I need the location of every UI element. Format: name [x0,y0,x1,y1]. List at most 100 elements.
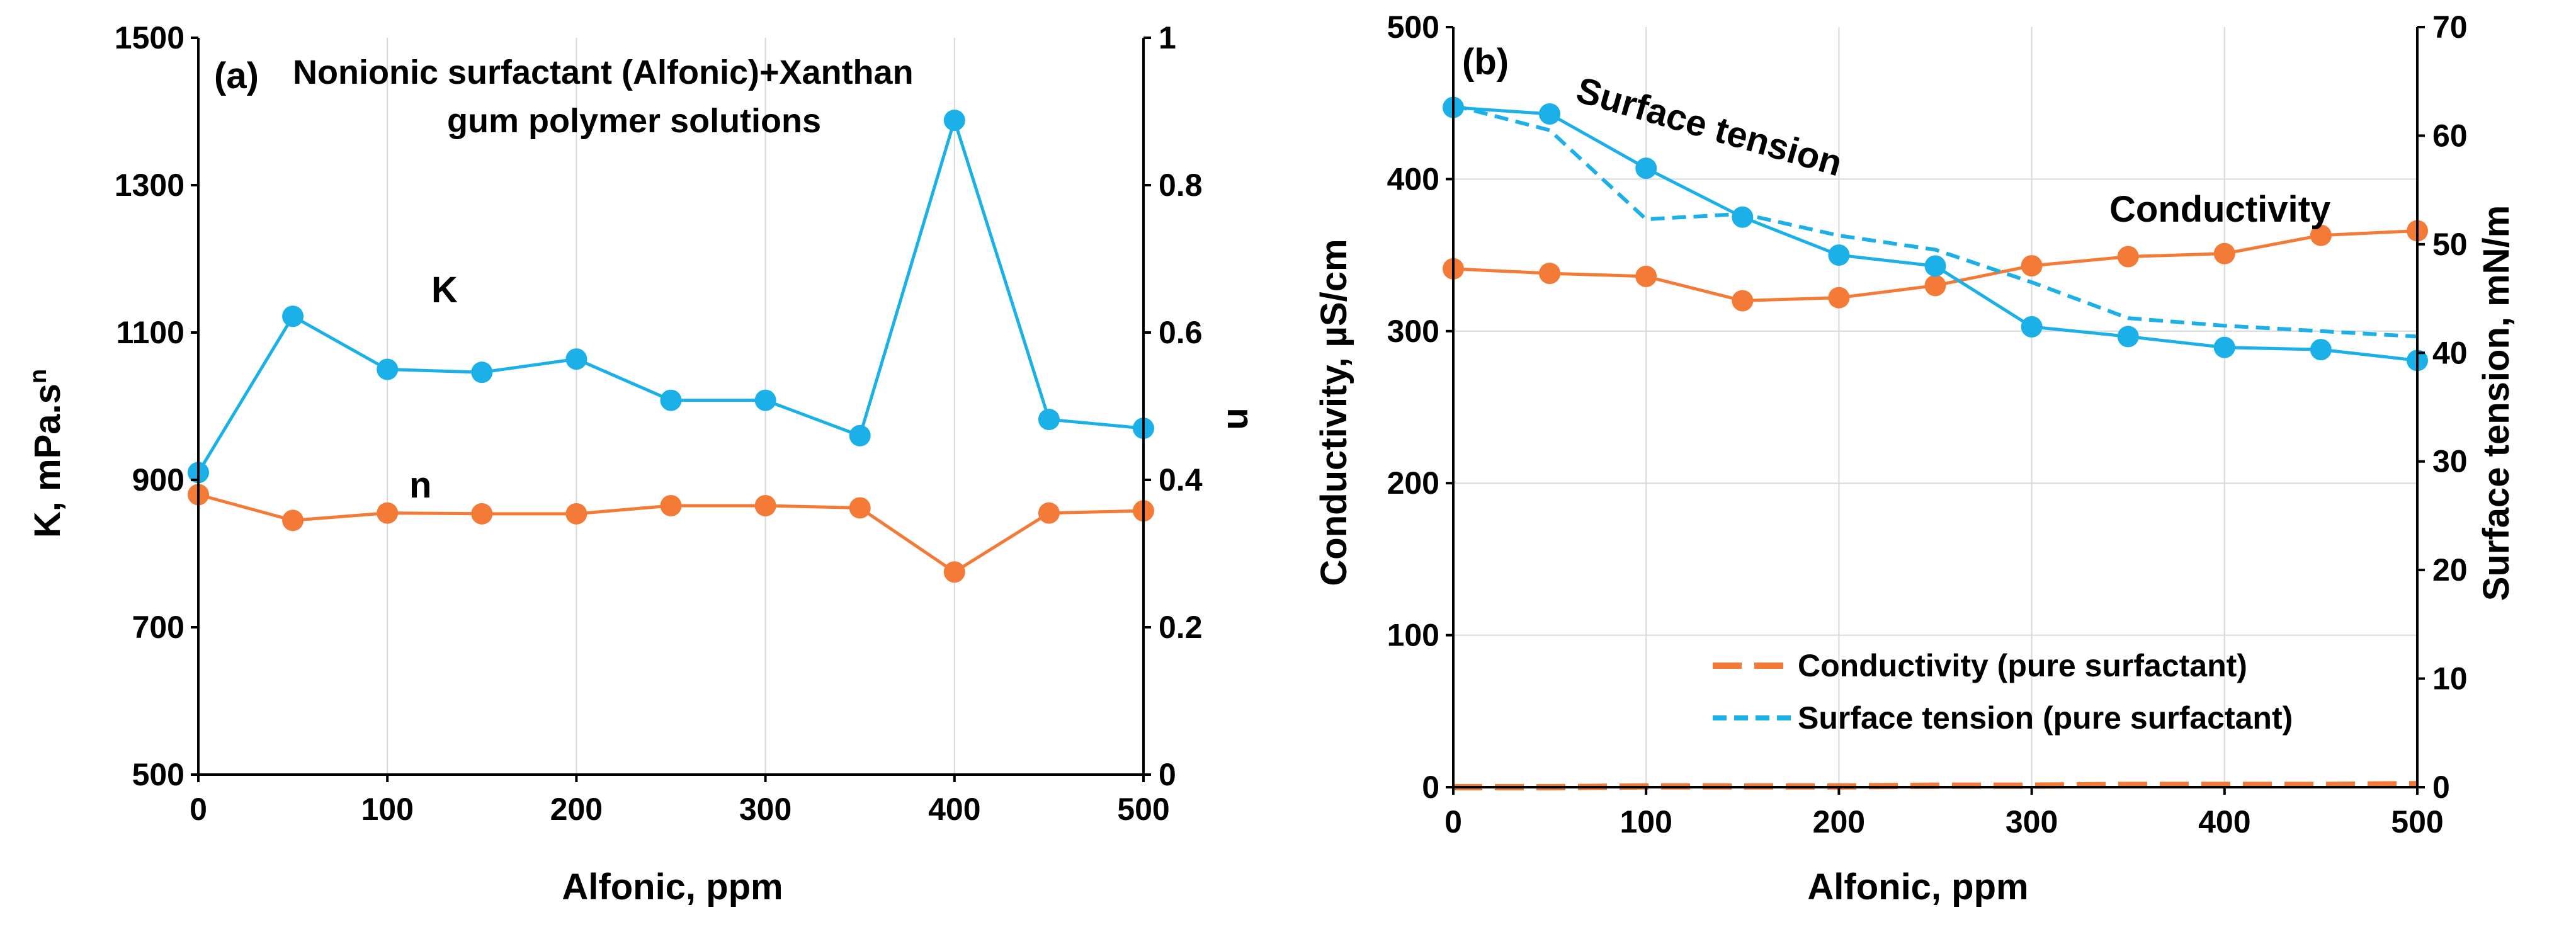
panel-a-right-axis-label: n [1220,407,1261,429]
panel-b-left-tick-label: 100 [1387,618,1439,653]
panel-a-series-n-point [282,509,304,532]
chart-panel-a: 0 100 200 300 400 500 500 700 900 1100 1300 1500 0 0.… [25,20,1261,907]
panel-b-left-tick-label: 200 [1387,465,1439,501]
panel-a-series-n-point [660,494,682,516]
panel-a-series-n-point [754,494,776,516]
panel-a-left-tick-label: 1100 [116,315,184,350]
panel-b-right-tick-label: 10 [2432,661,2468,697]
panel-b-right-axis-label: Surface tension, mN/m [2476,205,2517,601]
panel-a-series-n-point [471,503,493,525]
panel-b-series-surface-tension-point [1732,206,1754,228]
panel-b-series-surface-tension-point [2213,336,2235,358]
panel-a-annotation-k: K [431,270,458,310]
panel-a-right-tick-label: 0.6 [1159,315,1203,350]
panel-a-series [188,110,1154,583]
panel-a-right-tick-label: 1 [1159,20,1176,55]
panel-a-series-k-point [377,358,399,380]
legend-label-conductivity-pure: Conductivity (pure surfactant) [1798,648,2247,683]
panel-b-x-tick-label: 300 [2006,804,2058,839]
panel-a-series-n-point [377,502,399,524]
panel-b-series-surface-tension-line [1453,106,2418,362]
panel-a-x-tick-label: 500 [1117,792,1169,827]
panel-b-right-tick-label: 0 [2432,770,2450,805]
panel-a-title-line-1: Nonionic surfactant (Alfonic)+Xanthan [293,54,914,91]
panel-b-gridlines [1453,27,2417,787]
panel-b-left-tick-label: 0 [1422,770,1439,805]
panel-b-x-tick-label: 100 [1620,804,1672,839]
panel-b-annotation-surface-tension: Surface tension [1572,69,1846,184]
panel-a-series-k-point [1038,409,1060,431]
panel-b-series-surface-tension-point [2021,316,2043,338]
panel-a-series-k-point [754,389,776,411]
panel-a-series-n-point [1038,502,1060,524]
panel-a-series-k-line [196,115,1144,474]
panel-a-left-axis-label-sup: n [25,369,52,384]
panel-a-series-n-point [565,503,587,525]
panel-a-series-k-point [471,361,493,384]
panel-a-x-axis-label: Alfonic, ppm [562,867,783,907]
panel-a-series-n-point [849,497,871,519]
panel-b-label: (b) [1462,42,1509,82]
panel-b-x-tick-label: 500 [2391,804,2443,839]
panel-b-x-tick-label: 200 [1813,804,1865,839]
panel-b-legend: Conductivity (pure surfactant) Surface t… [1713,648,2293,736]
panel-a-series-k-point [660,389,682,411]
panel-a-series-n-point [943,561,965,583]
panel-b-series-surface-tension-point [1635,157,1657,179]
panel-b-series-conductivity-point [2213,242,2235,264]
panel-a-right-tick-label: 0 [1159,757,1176,792]
panel-a-x-tick-label: 100 [361,792,413,827]
panel-b-series-conductivity-point [1828,287,1850,309]
panel-a-label: (a) [214,55,259,96]
panel-b-right-tick-label: 40 [2432,335,2468,370]
panel-a-left-tick-label: 900 [132,462,184,498]
panel-b-series-conductivity-pure-surfactant-line [1453,781,2418,790]
panel-b-right-tick-label: 20 [2432,552,2468,588]
panel-b-series-conductivity-point [2310,224,2332,246]
panel-b-series-conductivity-point [1732,290,1754,312]
panel-b-series-conductivity-point [2021,254,2043,276]
panel-a-left-tick-label: 700 [132,610,184,645]
panel-b-series-conductivity-point [1635,265,1657,287]
panel-b-series [1443,96,2428,790]
panel-b-left-tick-label: 300 [1387,314,1439,349]
panel-a-annotation-n: n [409,465,431,506]
panel-a-axes: 0 100 200 300 400 500 500 700 900 1100 1300 1500 0 0.… [115,20,1203,827]
panel-a-right-tick-label: 0.8 [1159,168,1203,203]
panel-b-x-tick-label: 0 [1444,804,1462,839]
panel-b-series-surface-tension-pure-surfactant-line [1453,103,2418,339]
panel-b-series-surface-tension-point [1924,255,1946,277]
panel-a-right-tick-label: 0.4 [1159,462,1203,498]
panel-b-right-tick-label: 50 [2432,227,2468,262]
panel-a-series-k-point [849,424,871,446]
panel-a-left-axis-label: K, mPa.sn [25,369,68,538]
panel-b-series-surface-tension-point [1539,103,1561,125]
legend-label-surface-tension-pure: Surface tension (pure surfactant) [1798,700,2293,736]
panel-a-right-tick-label: 0.2 [1159,610,1203,645]
panel-b-annotation-conductivity: Conductivity [2109,189,2330,230]
panel-b-left-tick-label: 400 [1387,161,1439,196]
panel-b-right-tick-label: 60 [2432,118,2468,153]
panel-a-x-tick-label: 300 [739,792,792,827]
panel-b-left-tick-label: 500 [1387,9,1439,45]
panel-a-x-tick-label: 0 [190,792,207,827]
panel-b-series-conductivity-point [2117,246,2139,268]
panel-a-left-tick-label: 1300 [115,168,184,203]
panel-a-left-tick-label: 1500 [115,20,184,55]
chart-panel-b: 0 100 200 300 400 500010020030040050001020304… [1314,9,2517,907]
panel-a-series-k-point [943,110,965,132]
panel-b-series-surface-tension-point [2310,339,2332,361]
panel-b-left-axis-label: Conductivity, µS/cm [1314,239,1354,586]
panel-b-axes: 0 100 200 300 400 500010020030040050001020304… [1387,9,2468,839]
panel-b-x-axis-label: Alfonic, ppm [1807,867,2028,907]
panel-b-series-surface-tension-point [1828,244,1850,266]
panel-a-series-k-point [282,305,304,327]
panel-a-x-tick-label: 200 [550,792,603,827]
panel-a-title-line-2: gum polymer solutions [447,102,821,140]
panel-a-left-tick-label: 500 [132,757,184,792]
panel-a-left-axis-label-main: K, mPa.s [27,384,68,538]
panel-a-x-tick-label: 400 [928,792,980,827]
panel-b-right-tick-label: 30 [2432,444,2468,479]
panel-b-series-surface-tension-point [2117,326,2139,348]
